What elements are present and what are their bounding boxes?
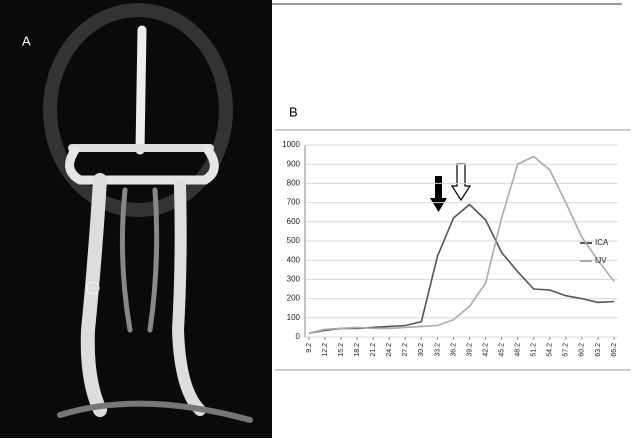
y-tick-label: 100 (287, 313, 301, 322)
x-tick-label: 66.2 (611, 343, 618, 357)
x-tick-label: 12.2 (322, 343, 329, 357)
y-tick-label: 900 (287, 159, 301, 168)
x-tick-label: 9.2 (306, 343, 313, 353)
legend-label: ICA (595, 238, 609, 247)
x-tick-label: 33.2 (434, 343, 441, 357)
y-tick-label: 500 (287, 236, 301, 245)
x-tick-label: 15.2 (338, 343, 345, 357)
y-tick-label: 300 (287, 275, 301, 284)
x-tick-label: 36.2 (450, 343, 457, 357)
y-tick-label: 0 (296, 332, 301, 341)
mr-image (0, 0, 272, 438)
x-tick-label: 24.2 (386, 343, 393, 357)
panel-label: A (22, 33, 31, 48)
panel-label: B (289, 104, 298, 119)
legend-label: IJV (595, 256, 607, 265)
y-tick-label: 400 (287, 255, 301, 264)
x-tick-label: 21.2 (370, 343, 377, 357)
y-tick-label: 200 (287, 294, 301, 303)
y-tick-label: 1000 (282, 140, 300, 149)
x-tick-label: 30.2 (418, 343, 425, 357)
x-tick-label: 45.2 (498, 343, 505, 357)
x-tick-label: 54.2 (547, 343, 554, 357)
series-line (308, 155, 615, 334)
x-tick-label: 42.2 (482, 343, 489, 357)
x-tick-label: 39.2 (466, 343, 473, 357)
x-tick-label: 27.2 (402, 343, 409, 357)
x-tick-label: 57.2 (563, 343, 570, 357)
x-tick-label: 60.2 (579, 343, 586, 357)
annotation-arrows (430, 163, 472, 212)
x-tick-label: 48.2 (515, 343, 522, 357)
y-tick-label: 800 (287, 179, 301, 188)
x-tick-label: 63.2 (595, 343, 602, 357)
vessel-drawing (43, 3, 253, 423)
x-tick-label: 18.2 (354, 343, 361, 357)
y-tick-label: 600 (287, 217, 301, 226)
y-tick-label: 700 (287, 198, 301, 207)
x-tick-label: 51.2 (531, 343, 538, 357)
